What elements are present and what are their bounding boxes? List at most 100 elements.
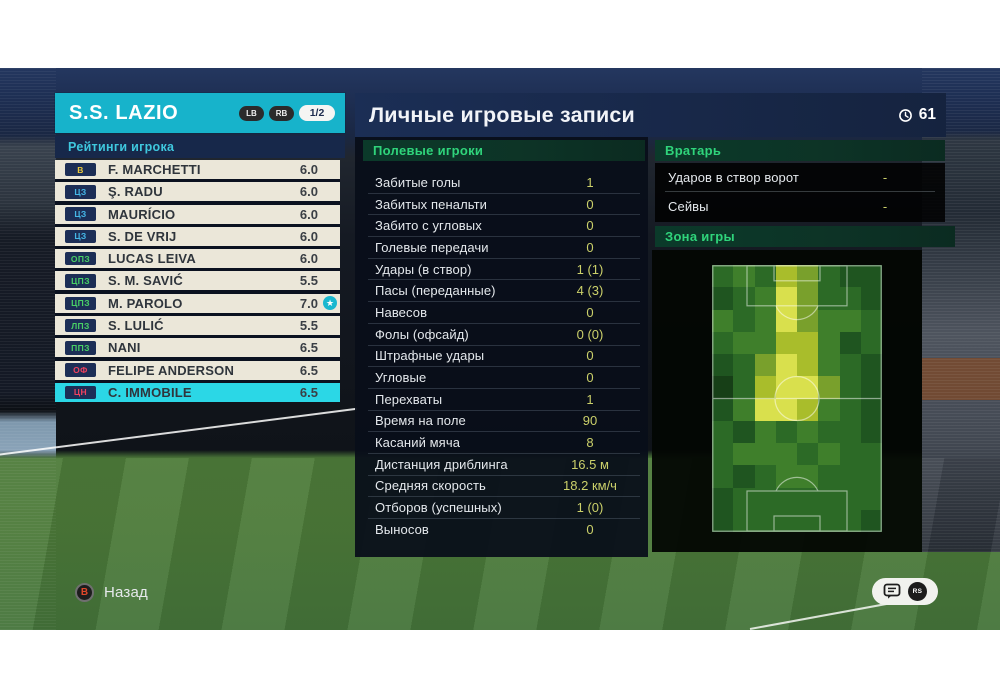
stat-row: Дистанция дриблинга 16.5 м <box>368 454 640 476</box>
position-badge: ЦПЗ <box>65 274 96 288</box>
player-name: Ş. RADU <box>108 184 163 200</box>
player-row[interactable]: ЦЗ MAURÍCIO 6.0 <box>55 204 340 224</box>
player-row[interactable]: В F. MARCHETTI 6.0 <box>55 160 340 179</box>
heatmap-cell <box>775 398 797 421</box>
player-row[interactable]: ЛПЗ S. LULIĆ 5.5 <box>55 316 340 336</box>
player-row[interactable]: ЦЗ Ş. RADU 6.0 <box>55 182 340 202</box>
stat-value: 1 <box>586 391 594 407</box>
player-row[interactable]: ЦЗ S. DE VRIJ 6.0 <box>55 226 340 246</box>
heatmap-cell <box>860 354 882 377</box>
stat-value: 90 <box>582 413 598 429</box>
player-rating: 6.0 <box>299 184 318 200</box>
stat-label: Время на поле <box>375 413 466 429</box>
heatmap-cell <box>839 376 861 399</box>
heatmap-cell <box>712 420 734 443</box>
stat-label: Ударов в створ ворот <box>668 169 799 185</box>
heatmap-cell <box>860 309 882 332</box>
position-badge: ЦЗ <box>65 207 96 221</box>
player-ratings-list: В F. MARCHETTI 6.0 ЦЗ Ş. RADU 6.0 ЦЗ MAURÍCIO 6.… <box>55 160 340 402</box>
stat-row: Выносов 0 <box>368 519 640 541</box>
page-title: Личные игровые записи <box>369 102 635 127</box>
stat-label: Средняя скорость <box>375 478 486 494</box>
player-name: C. IMMOBILE <box>108 384 192 400</box>
heatmap-cell <box>712 287 734 310</box>
player-rating: 6.5 <box>299 384 318 400</box>
position-badge: ЦН <box>65 385 96 400</box>
player-rating: 6.5 <box>299 362 318 378</box>
heatmap-cell <box>797 265 819 288</box>
back-button[interactable]: B Назад <box>75 583 148 602</box>
goalkeeper-panel: Вратарь Ударов в створ ворот - Сейвы - <box>655 140 945 222</box>
heatmap-pitch <box>712 265 882 532</box>
player-row[interactable]: ОПЗ LUCAS LEIVA 6.0 <box>55 249 340 269</box>
player-rating: 5.5 <box>299 273 318 289</box>
heatmap-cell <box>754 487 776 510</box>
heatmap-cell <box>797 487 819 510</box>
stat-row: Удары (в створ) 1 (1) <box>368 259 640 281</box>
field-players-section-title: Полевые игроки <box>363 140 645 161</box>
heatmap-cell <box>712 443 734 466</box>
stat-label: Голевые передачи <box>375 239 489 255</box>
crowd-patch <box>922 358 1000 400</box>
heatmap-cell <box>733 487 755 510</box>
heatmap-cell <box>797 354 819 377</box>
heatmap-cell <box>733 443 755 466</box>
stat-label: Отборов (успешных) <box>375 500 502 516</box>
heatmap-cell <box>754 265 776 288</box>
stat-row: Забитых пенальти 0 <box>368 194 640 216</box>
heatmap-cell <box>733 376 755 399</box>
stat-row: Средняя скорость 18.2 км/ч <box>368 476 640 498</box>
stat-label: Пасы (переданные) <box>375 283 496 299</box>
heatmap-cell <box>754 398 776 421</box>
heatmap-cell <box>775 420 797 443</box>
ratings-section-title: Рейтинги игрока <box>55 136 345 158</box>
player-row[interactable]: ЦН C. IMMOBILE 6.5 <box>55 382 340 402</box>
player-row[interactable]: ЦПЗ M. PAROLO 7.0 ★ <box>55 293 340 313</box>
goalkeeper-section-title: Вратарь <box>655 140 945 161</box>
heatmap-cell <box>860 398 882 421</box>
chat-icon[interactable] <box>883 583 901 600</box>
heatmap-cell <box>775 265 797 288</box>
rb-shoulder-button[interactable]: RB <box>269 105 294 121</box>
stat-value: 1 <box>586 174 594 190</box>
heatmap-cell <box>733 398 755 421</box>
stat-label: Дистанция дриблинга <box>375 456 508 472</box>
team-name: S.S. LAZIO <box>69 101 179 124</box>
right-stick-icon[interactable]: RS <box>908 582 927 601</box>
player-rating: 6.0 <box>299 251 318 267</box>
heatmap-cell <box>775 509 797 532</box>
heatmap-cell <box>860 420 882 443</box>
lb-shoulder-button[interactable]: LB <box>239 105 264 121</box>
stat-row: Пасы (переданные) 4 (3) <box>368 280 640 303</box>
stat-value: 0 <box>586 522 594 538</box>
heatmap-cell <box>839 509 861 532</box>
heatmap-cell <box>775 376 797 399</box>
heatmap-cell <box>712 376 734 399</box>
heatmap-cell <box>860 331 882 354</box>
field-player-stats-panel: Полевые игроки Забитые голы 1 Забитых пена… <box>355 137 648 557</box>
heatmap-cell <box>775 465 797 488</box>
heatmap-cell <box>860 265 882 288</box>
field-player-stats-list: Забитые голы 1 Забитых пенальти 0 Забито с у… <box>355 172 648 541</box>
heatmap-cell <box>712 354 734 377</box>
heatmap-cell <box>775 309 797 332</box>
player-row[interactable]: ППЗ NANI 6.5 <box>55 338 340 358</box>
stat-label: Сейвы <box>668 199 709 214</box>
player-rating: 6.0 <box>299 206 318 222</box>
player-row[interactable]: ОФ FELIPE ANDERSON 6.5 <box>55 360 340 380</box>
stat-value: 0 <box>586 348 594 364</box>
heatmap-cell <box>712 265 734 288</box>
position-badge: ОПЗ <box>65 251 96 266</box>
stat-value: 0 <box>586 370 594 386</box>
heatmap-cell <box>712 465 734 488</box>
heatmap-cell <box>797 465 819 488</box>
stat-value: 4 (3) <box>576 283 604 299</box>
player-row[interactable]: ЦПЗ S. M. SAVIĆ 5.5 <box>55 271 340 291</box>
back-label: Назад <box>104 584 148 601</box>
heatmap-cell <box>754 354 776 377</box>
heatmap-cell <box>754 309 776 332</box>
heatmap-cell <box>818 420 840 443</box>
stat-row: Навесов 0 <box>368 302 640 324</box>
stat-label: Выносов <box>375 522 429 538</box>
